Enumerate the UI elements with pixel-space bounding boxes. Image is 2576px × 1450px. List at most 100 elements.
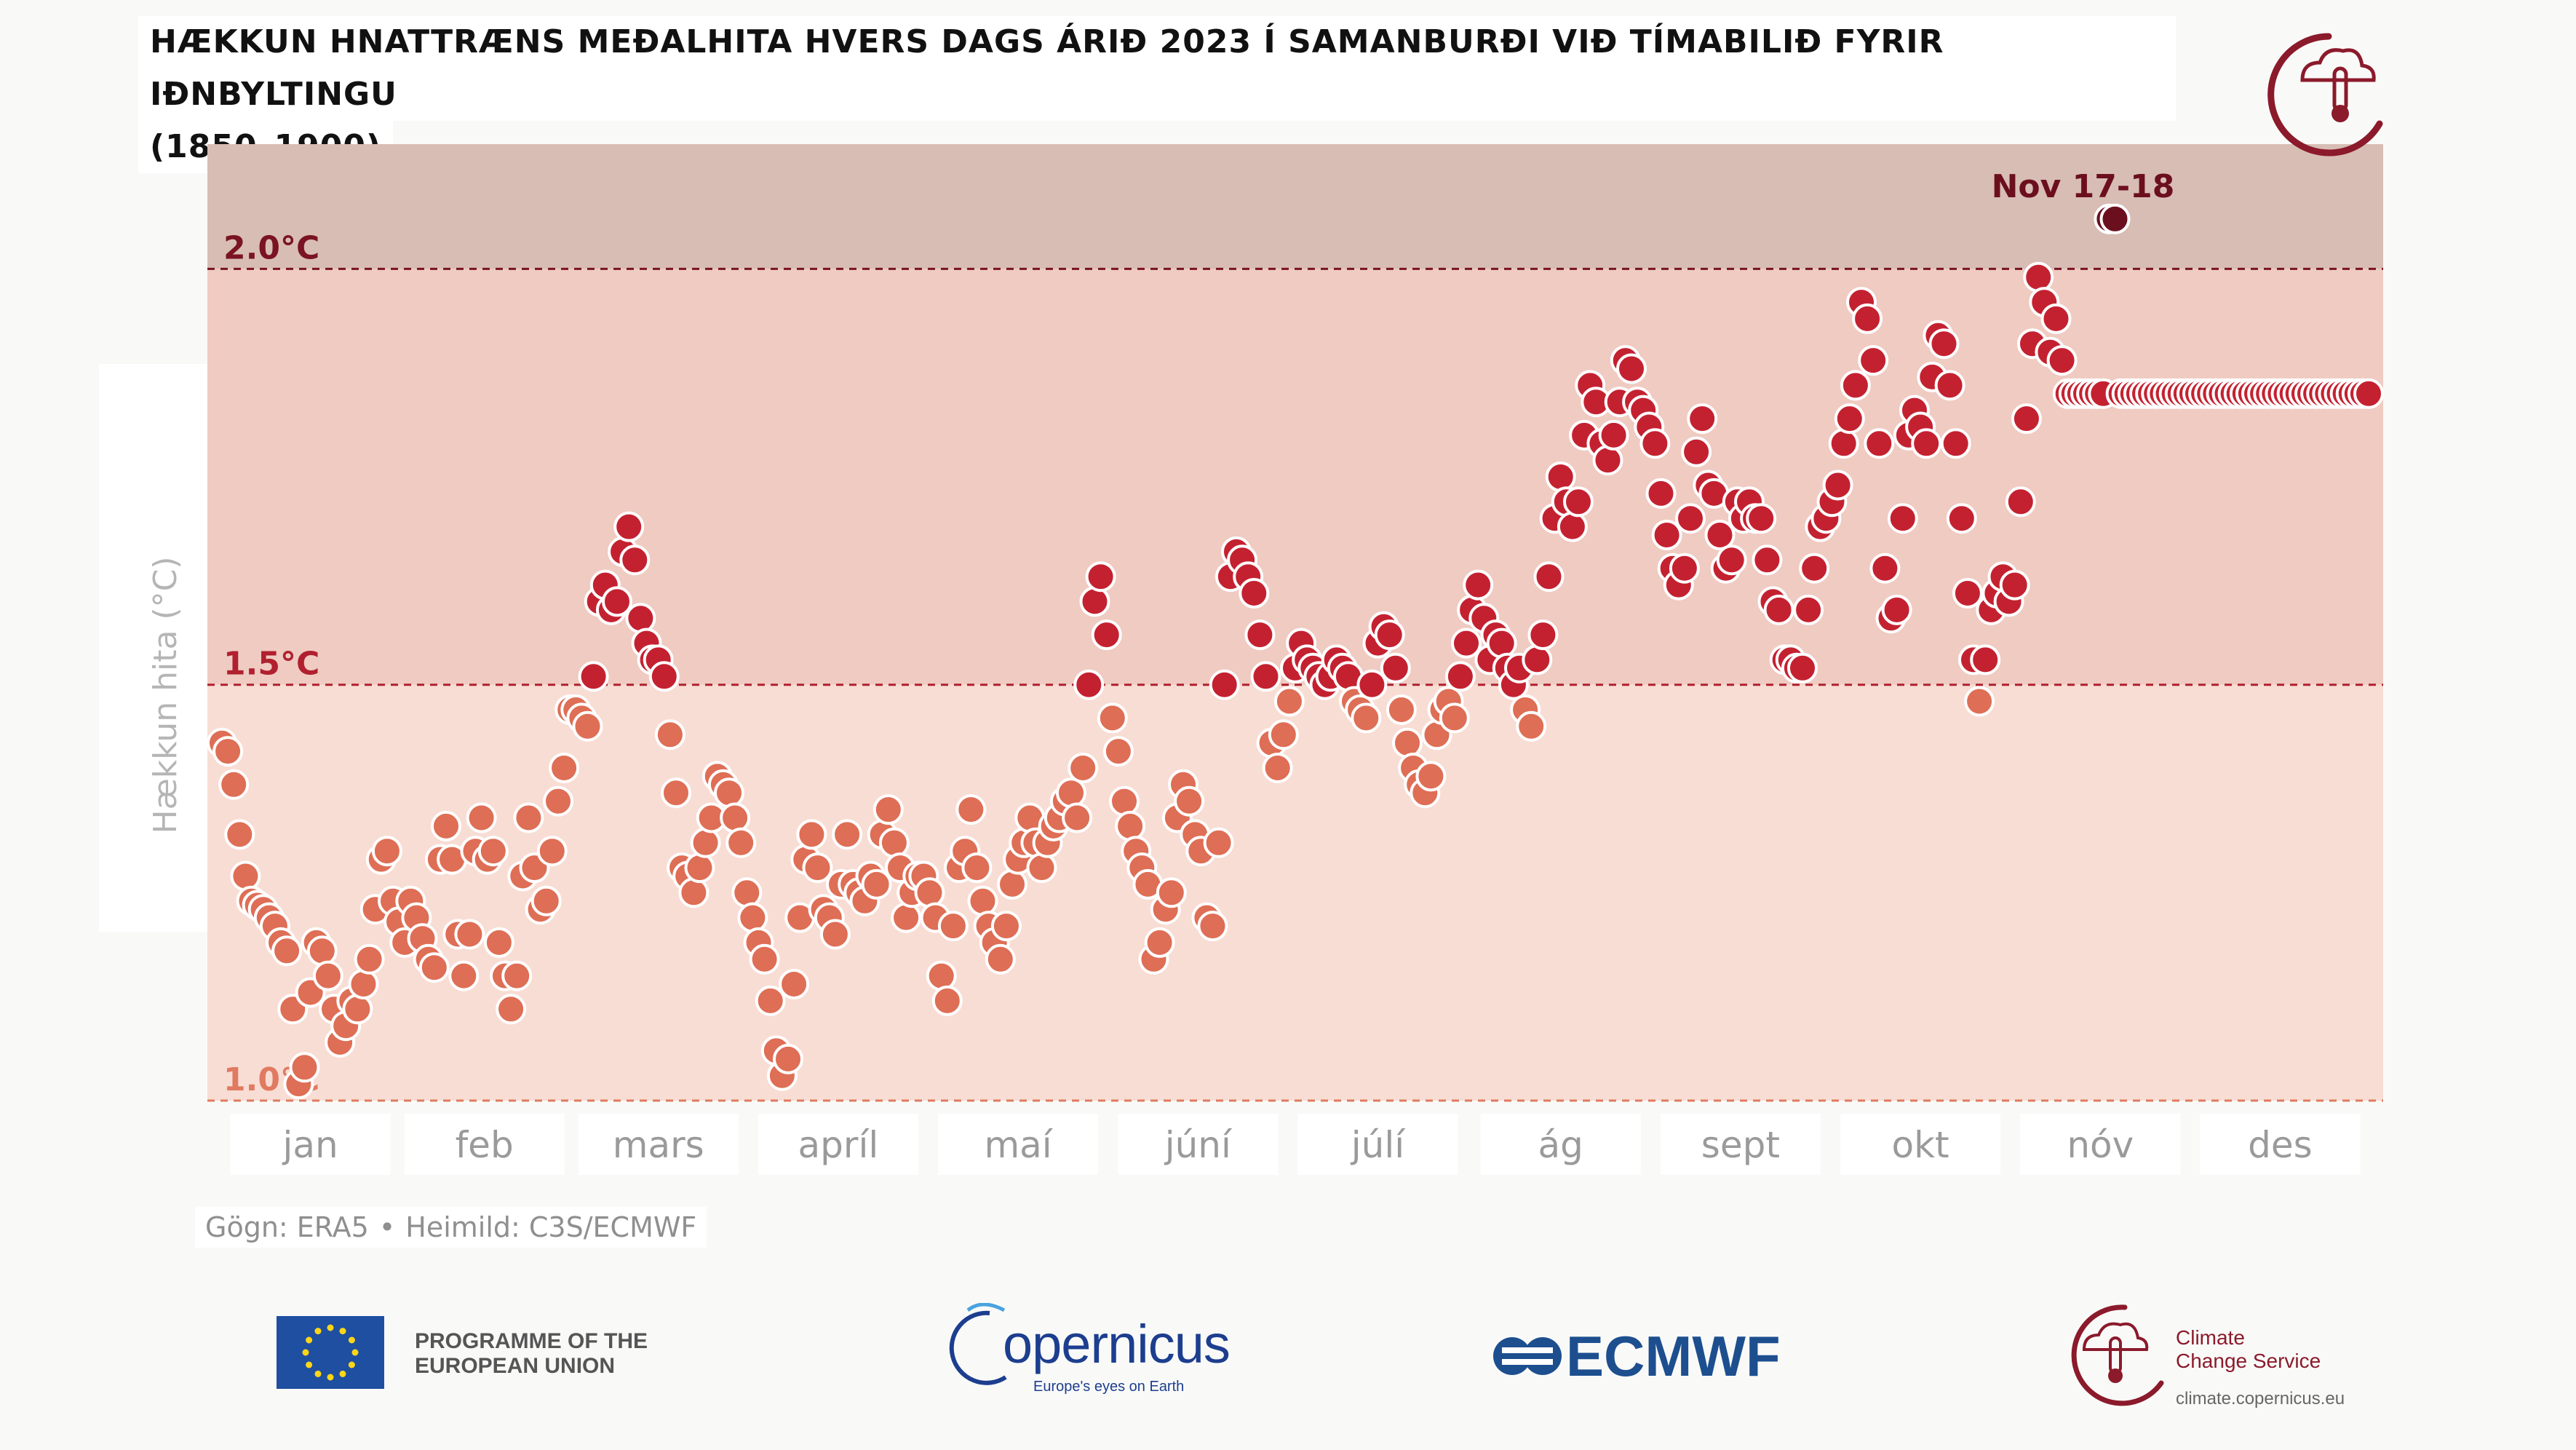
daily-point: [1746, 503, 1777, 534]
daily-point: [530, 885, 562, 916]
daily-point: [348, 969, 379, 999]
daily-point: [1799, 552, 1830, 584]
daily-point: [1209, 669, 1240, 700]
daily-point: [1522, 644, 1553, 676]
daily-point: [755, 985, 786, 1016]
month-label-bg: [1118, 1114, 1279, 1175]
daily-point: [1486, 627, 1517, 659]
daily-point: [354, 943, 385, 975]
month-label-bg: [578, 1114, 739, 1175]
c3s-line-1: Climate: [2176, 1326, 2245, 1349]
c3s-header-logo: [2267, 33, 2383, 157]
c3s-url: climate.copernicus.eu: [2176, 1389, 2345, 1409]
daily-point: [513, 802, 544, 833]
daily-point: [1687, 403, 1718, 435]
daily-point: [496, 994, 527, 1025]
daily-points: [207, 261, 2384, 1100]
daily-point: [477, 836, 509, 867]
daily-point: [418, 952, 450, 983]
daily-point: [572, 710, 603, 742]
daily-point: [1598, 419, 1629, 451]
month-label: sept: [1701, 1124, 1780, 1166]
daily-point: [1068, 753, 1099, 783]
daily-point: [1675, 503, 1706, 534]
daily-point: [2046, 345, 2078, 376]
y-axis-title: Hækkun hita (°C): [147, 556, 184, 833]
c3s-text: Climate Change Service: [2176, 1326, 2321, 1373]
eu-programme-logo: PROGRAMME OF THE EUROPEAN UNION: [277, 1316, 880, 1393]
daily-point: [1852, 303, 1883, 334]
daily-point: [678, 877, 709, 908]
copernicus-name: opernicus: [1003, 1314, 1231, 1374]
daily-point: [819, 919, 851, 950]
c3s-thermometer-icon: [2071, 1304, 2164, 1406]
daily-point: [1928, 328, 1960, 360]
daily-point: [955, 794, 987, 825]
daily-point: [1752, 544, 1783, 576]
month-labels: jan feb mars apríl maí júní júlí ág sept okt nóv de…: [230, 1114, 2361, 1175]
daily-point: [1144, 927, 1175, 958]
daily-point: [1451, 627, 1482, 659]
daily-point: [2040, 303, 2072, 334]
daily-point: [796, 819, 827, 850]
daily-point: [1563, 486, 1594, 518]
eu-star-icon: [327, 1324, 334, 1331]
daily-point: [1681, 436, 1712, 467]
eu-star-icon: [306, 1336, 313, 1344]
record-point: [2099, 203, 2131, 234]
daily-point: [1787, 652, 1818, 684]
daily-point: [1351, 702, 1382, 734]
footer-data-label: Gögn: ERA5: [205, 1211, 369, 1243]
footer-source-label: Heimild: C3S/ECMWF: [405, 1211, 697, 1243]
daily-point: [1085, 561, 1116, 593]
daily-point: [1268, 719, 1299, 750]
daily-point: [2005, 486, 2036, 518]
daily-point: [1091, 619, 1122, 651]
daily-point: [1952, 578, 1983, 609]
daily-point: [1869, 552, 1901, 584]
daily-point: [967, 885, 998, 916]
month-label: feb: [456, 1124, 514, 1166]
daily-point: [1669, 552, 1700, 584]
eu-star-icon: [327, 1374, 334, 1381]
daily-point: [1386, 694, 1417, 725]
daily-point: [1964, 686, 1995, 717]
daily-point: [690, 827, 721, 858]
c3s-line-2: Change Service: [2176, 1350, 2321, 1372]
daily-point: [1999, 569, 2030, 601]
month-label: des: [2248, 1124, 2313, 1166]
daily-point: [931, 985, 963, 1016]
daily-point: [1822, 470, 1853, 501]
daily-point: [312, 960, 343, 991]
copernicus-tagline: Europe's eyes on Earth: [1033, 1379, 1185, 1395]
daily-point: [619, 544, 651, 576]
band-above-2-0: [207, 144, 2383, 269]
daily-point: [1415, 761, 1447, 792]
daily-point: [224, 819, 255, 850]
daily-point: [1704, 520, 1736, 550]
daily-point: [1639, 428, 1671, 459]
daily-point: [1516, 710, 1547, 742]
eu-flag-icon: [277, 1316, 384, 1389]
daily-point: [726, 827, 757, 858]
daily-point: [1392, 727, 1423, 758]
daily-point: [1026, 852, 1057, 884]
daily-point: [454, 919, 485, 950]
daily-point: [1834, 403, 1865, 435]
daily-point: [1115, 810, 1146, 841]
daily-point: [872, 794, 904, 825]
daily-point: [997, 868, 1027, 900]
month-label: júní: [1164, 1124, 1233, 1166]
daily-point: [342, 994, 373, 1025]
month-label: jan: [282, 1124, 338, 1166]
threshold-label: 2.0°C: [223, 229, 319, 266]
month-label-bg: [2020, 1114, 2181, 1175]
threshold-lines: [207, 267, 2383, 1102]
daily-point: [1934, 370, 1965, 401]
daily-point: [543, 785, 573, 817]
daily-point: [625, 603, 656, 634]
daily-point: [289, 1052, 320, 1083]
daily-point: [731, 877, 763, 908]
daily-point: [271, 935, 303, 967]
